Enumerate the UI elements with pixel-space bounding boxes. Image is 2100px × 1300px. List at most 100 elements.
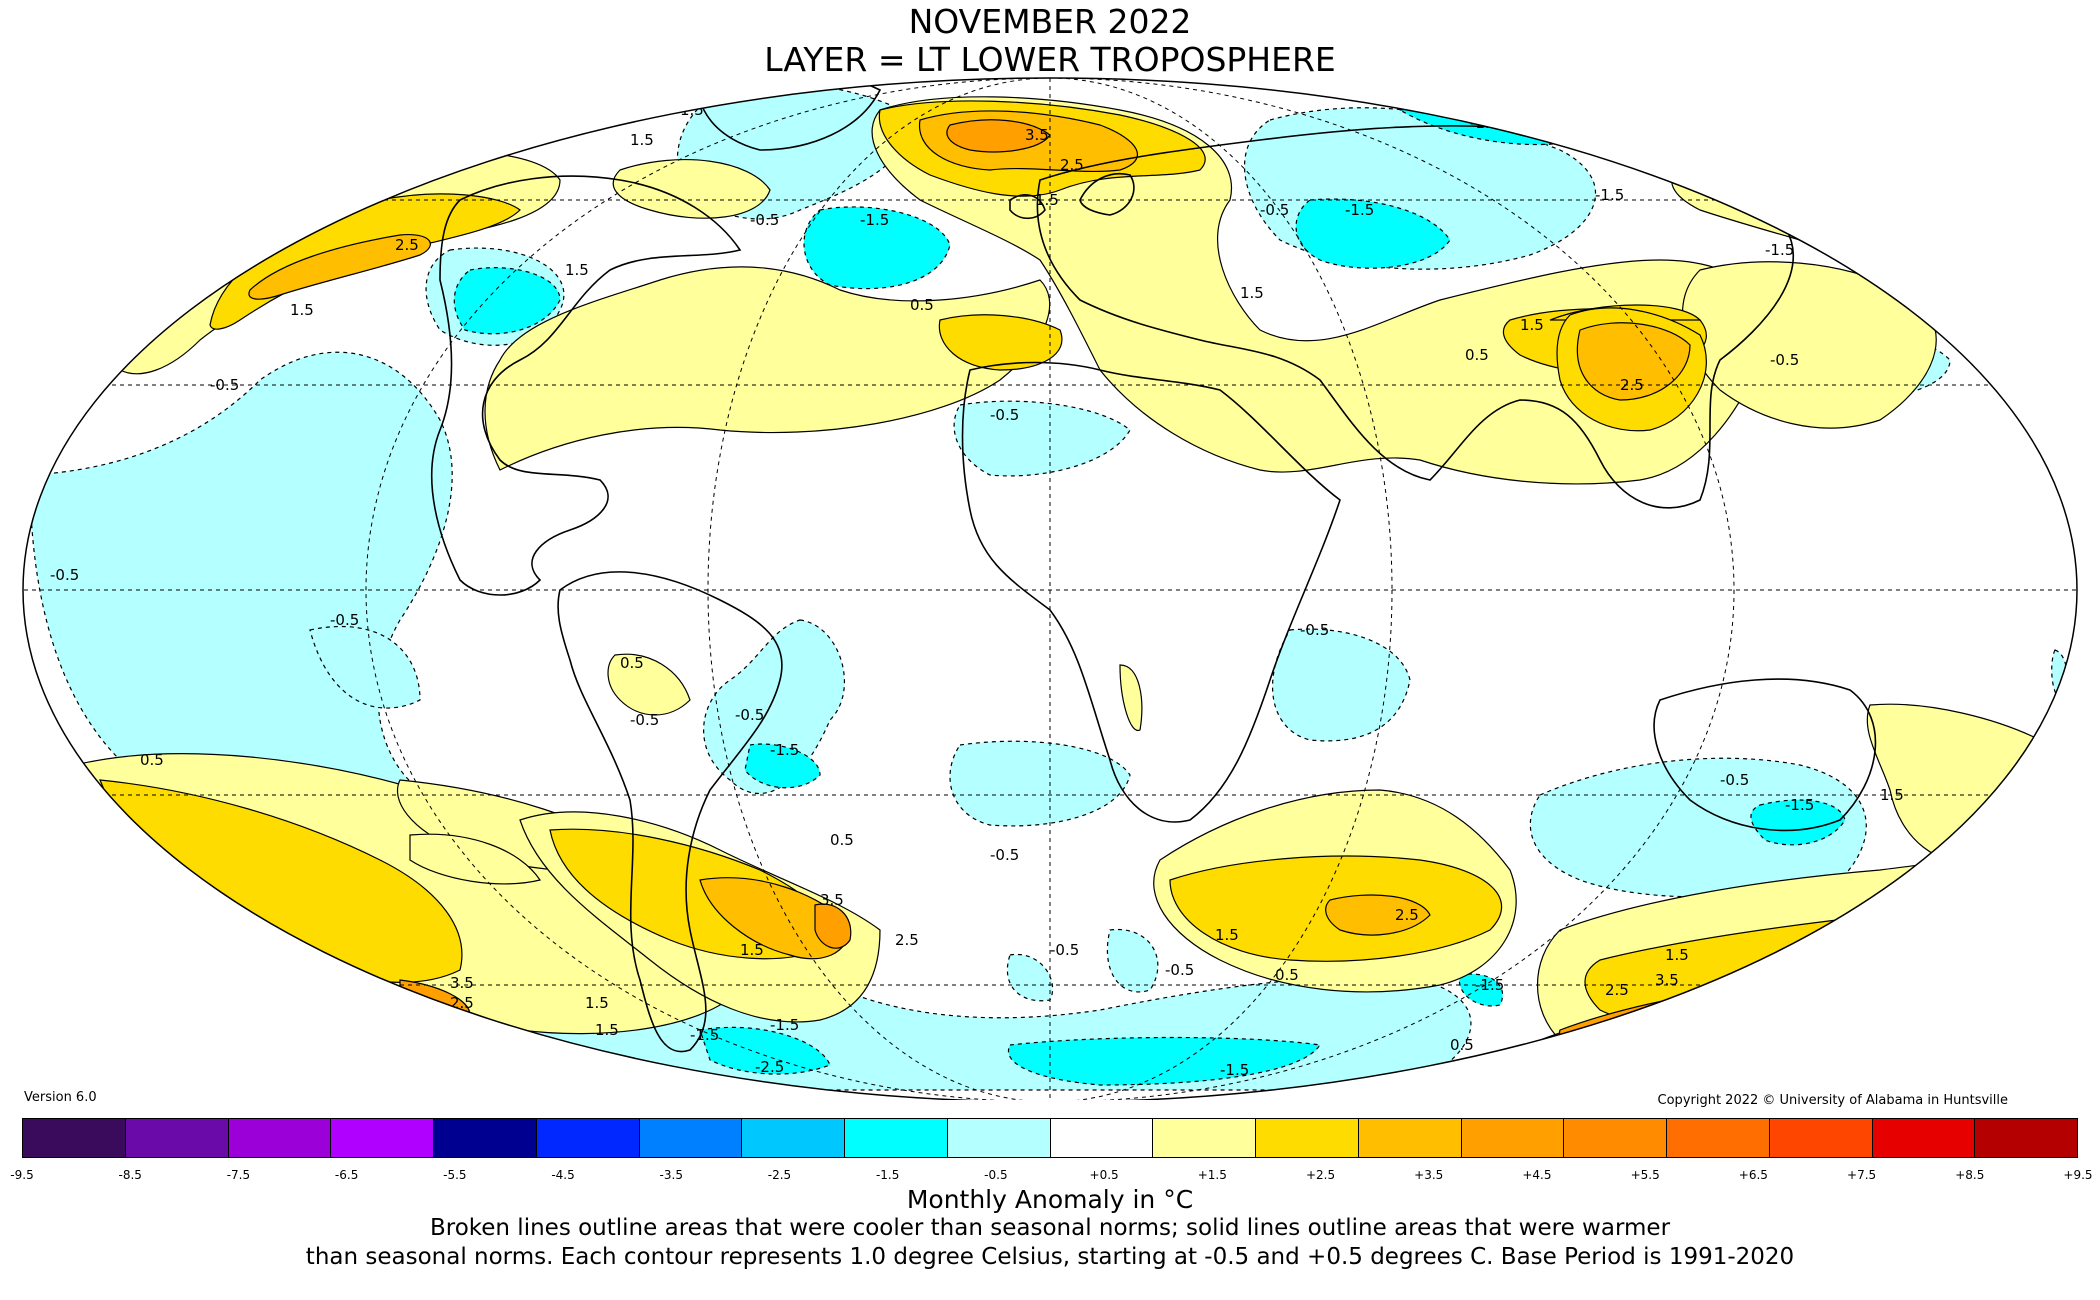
colorbar-swatch: [639, 1119, 743, 1157]
contour-label: -0.5: [1260, 201, 1289, 219]
contour-label: 2.5: [1605, 981, 1629, 999]
temperature-anomaly-map: 1.5 2.5 1.5 1.5 1.5 -0.5 -1.5 -1.5 -0.5 …: [22, 77, 2078, 1100]
colorbar-swatch: [228, 1119, 332, 1157]
graticule: [23, 78, 2077, 1100]
colorbar-swatch: [434, 1119, 537, 1157]
colorbar-tick-label: +4.5: [1522, 1168, 1552, 1182]
copyright-label: Copyright 2022 © University of Alabama i…: [1657, 1093, 2008, 1108]
contour-label: -0.5: [630, 711, 659, 729]
colorbar-tick-label: +1.5: [1197, 1168, 1227, 1182]
colorbar-tick-label: +0.5: [1089, 1168, 1119, 1182]
colorbar-tick-label: -4.5: [551, 1168, 575, 1182]
colorbar-tick-label: -6.5: [334, 1168, 359, 1182]
map-title: NOVEMBER 2022: [908, 2, 1192, 41]
colorbar-swatch: [1050, 1119, 1154, 1157]
contour-labels: 1.5 2.5 1.5 1.5 1.5 -0.5 -1.5 -1.5 -0.5 …: [50, 101, 1904, 1079]
contour-label: -1.5: [690, 1026, 719, 1044]
contour-label: -1.5: [860, 211, 889, 229]
contour-label: 2.5: [895, 931, 919, 949]
contour-label: -0.5: [1720, 771, 1749, 789]
contour-label: -0.5: [735, 706, 764, 724]
colorbar-tick-label: -1.5: [875, 1168, 900, 1182]
colorbar-tick-label: -8.5: [118, 1168, 142, 1182]
colorbar-swatch: [742, 1119, 845, 1157]
contour-label: -1.5: [1220, 1061, 1249, 1079]
contour-label: -1.5: [770, 741, 799, 759]
contour-label: 2.5: [395, 236, 419, 254]
contour-label: 0.5: [830, 831, 854, 849]
coastlines: [430, 78, 1877, 1053]
colorbar-tick-label: -3.5: [659, 1168, 683, 1182]
contour-label: -0.5: [1165, 961, 1194, 979]
colorbar-tick-label: +6.5: [1738, 1168, 1768, 1182]
colorbar-tick-label: +5.5: [1630, 1168, 1660, 1182]
contour-label: 1.5: [1240, 284, 1264, 302]
contour-label: 2.5: [1060, 156, 1084, 174]
footnote-line-2: than seasonal norms. Each contour repres…: [305, 1244, 1795, 1270]
colorbar-swatch: [1769, 1119, 1873, 1157]
contour-label: -1.5: [770, 1016, 799, 1034]
colorbar-tick-label: +9.5: [2063, 1168, 2093, 1182]
contour-label: 2.5: [1395, 906, 1419, 924]
contour-label: 1.5: [290, 301, 314, 319]
contour-label: -0.5: [750, 211, 779, 229]
contour-label: -0.5: [1050, 941, 1079, 959]
footnote-line-1: Broken lines outline areas that were coo…: [429, 1215, 1671, 1241]
colorbar-tick-label: -9.5: [10, 1168, 34, 1182]
contour-label: 0.5: [140, 751, 164, 769]
contour-label: -1.5: [1785, 796, 1814, 814]
contour-label: -0.5: [330, 611, 359, 629]
colorbar-tick-label: -2.5: [767, 1168, 792, 1182]
colorbar-swatch: [1975, 1119, 2077, 1157]
colorbar-swatch: [125, 1119, 229, 1157]
map-border: [22, 77, 2078, 1100]
contour-label: -0.5: [210, 376, 239, 394]
contour-label: 0.5: [1275, 966, 1299, 984]
colorbar-tick-label: +3.5: [1414, 1168, 1444, 1182]
colorbar-tick-label: -7.5: [226, 1168, 251, 1182]
contour-label: -1.5: [1765, 241, 1794, 259]
contour-label: 1.5: [595, 1021, 619, 1039]
contour-label: -0.5: [990, 406, 1019, 424]
contour-label: -1.5: [1475, 976, 1504, 994]
contour-label: -0.5: [1770, 351, 1799, 369]
colorbar-swatch: [1358, 1119, 1462, 1157]
contour-label: 3.5: [1025, 126, 1049, 144]
contour-label: 0.5: [1465, 346, 1489, 364]
contour-label: 1.5: [1035, 191, 1059, 209]
colorbar-tick-label: -5.5: [443, 1168, 467, 1182]
map-subtitle: LAYER = LT LOWER TROPOSPHERE: [764, 40, 1336, 79]
colorbar-swatch: [1153, 1119, 1256, 1157]
contour-label: 1.5: [1880, 786, 1904, 804]
contour-label: 1.5: [1520, 316, 1544, 334]
contour-label: 1.5: [585, 994, 609, 1012]
contour-label: 3.5: [820, 891, 844, 909]
colorbar-tick-label: -0.5: [984, 1168, 1008, 1182]
colorbar: [22, 1118, 2078, 1158]
contour-label: 3.5: [450, 974, 474, 992]
contour-label: 1.5: [740, 941, 764, 959]
colorbar-swatch: [947, 1119, 1051, 1157]
contour-label: -0.5: [990, 846, 1019, 864]
contour-label: -1.5: [1345, 201, 1374, 219]
colorbar-swatch: [1461, 1119, 1565, 1157]
colorbar-swatch: [331, 1119, 434, 1157]
version-label: Version 6.0: [24, 1090, 97, 1105]
contour-label: 0.5: [910, 296, 934, 314]
contour-label: 1.5: [565, 261, 589, 279]
contour-label: -0.5: [50, 566, 79, 584]
colorbar-swatch: [23, 1119, 126, 1157]
contour-label: 0.5: [1450, 1036, 1474, 1054]
colorbar-tick-label: +8.5: [1955, 1168, 1985, 1182]
contour-label: -2.5: [755, 1058, 784, 1076]
contour-label: 0.5: [620, 654, 644, 672]
colorbar-swatch: [1564, 1119, 1667, 1157]
contour-label: 1.5: [1665, 946, 1689, 964]
colorbar-label: Monthly Anomaly in °C: [906, 1185, 1194, 1214]
colorbar-swatch: [536, 1119, 640, 1157]
contour-label: 3.5: [1655, 971, 1679, 989]
colorbar-swatch: [1256, 1119, 1359, 1157]
contour-label: 2.5: [1620, 376, 1644, 394]
contour-label: 1.5: [1215, 926, 1239, 944]
contour-label: -1.5: [1595, 186, 1624, 204]
